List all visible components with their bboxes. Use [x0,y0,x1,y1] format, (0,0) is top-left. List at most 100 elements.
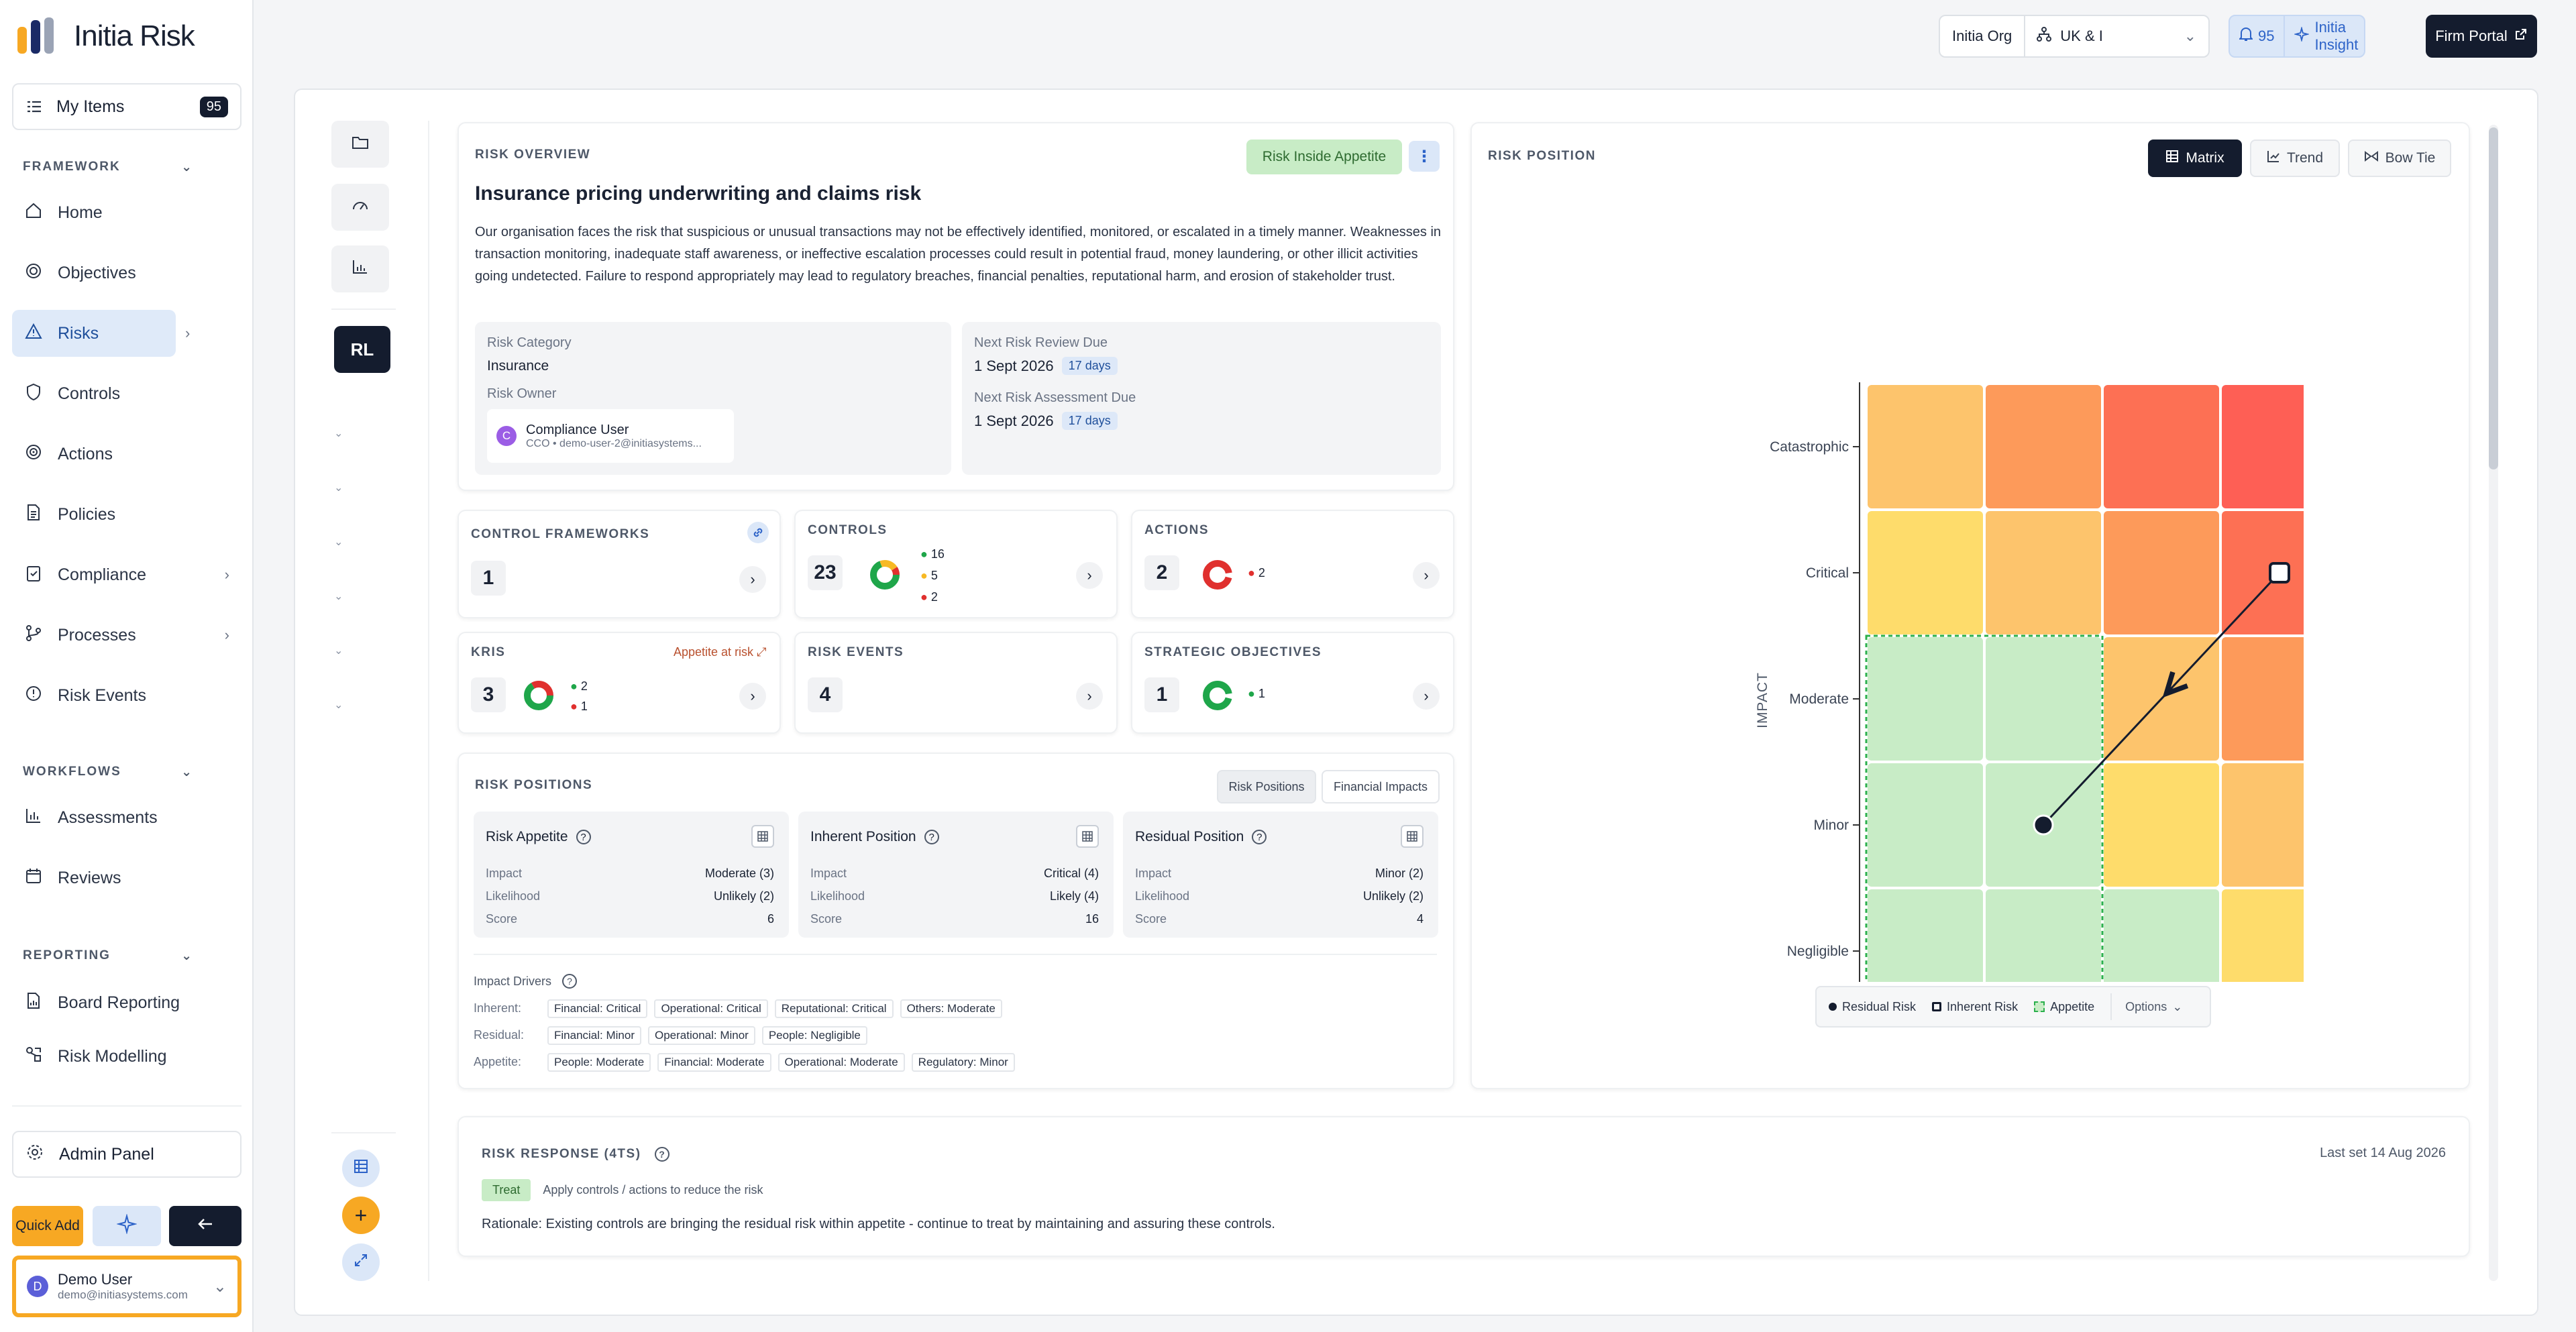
sparkle-icon [116,1213,138,1239]
actions-card[interactable]: ACTIONS 2 ● 2 › [1131,510,1454,618]
chevron-right-icon[interactable]: › [739,683,766,710]
last-set-date: Last set 14 Aug 2026 [2320,1146,2446,1160]
help-icon[interactable]: ? [924,830,939,844]
control-frameworks-card[interactable]: CONTROL FRAMEWORKS 1 › [458,510,781,618]
more-options-button[interactable]: ⋮ [1409,141,1440,172]
sidebar-item-processes[interactable]: Processes › [12,612,241,659]
expand-icon: ⤢ [757,645,767,659]
chevron-right-icon[interactable]: › [739,566,766,593]
rail-grid-button[interactable] [342,1150,380,1187]
tab-financial-impacts[interactable]: Financial Impacts [1322,770,1440,803]
help-icon[interactable]: ? [576,830,591,844]
sidebar-item-reviews[interactable]: Reviews [12,854,241,901]
kris-green-count: ● 2 [570,679,588,693]
tab-risk-positions[interactable]: Risk Positions [1217,770,1316,803]
sidebar-item-policies[interactable]: Policies [12,491,241,538]
matrix-cell [1986,637,2101,761]
appetite-at-risk-link[interactable]: Appetite at risk ⤢ [674,645,767,659]
controls-amber-count: ● 5 [920,569,938,582]
my-items-count-badge: 95 [199,96,228,117]
avatar: D [27,1276,48,1297]
control-frameworks-label: CONTROL FRAMEWORKS [471,527,650,541]
org-selector[interactable]: Initia Org UK & I ⌄ [1939,15,2210,58]
table-icon[interactable] [1076,825,1099,848]
my-items-button[interactable]: My Items 95 [12,83,241,130]
collapse-sidebar-button[interactable] [169,1206,241,1246]
bell-icon [2238,27,2254,46]
link-icon[interactable] [747,522,769,543]
score-label: Score [810,912,843,926]
help-icon[interactable]: ? [562,974,578,989]
sidebar-item-compliance[interactable]: Compliance › [12,551,241,598]
chevron-right-icon[interactable]: › [1413,683,1440,710]
risk-events-card[interactable]: RISK EVENTS 4 › [794,632,1118,734]
section-reporting[interactable]: REPORTING ⌄ [23,948,193,963]
table-icon[interactable] [751,825,774,848]
quick-add-button[interactable]: Quick Add [12,1206,83,1246]
kris-card[interactable]: KRIS Appetite at risk ⤢ 3 ● 2 ● 1 › [458,632,781,734]
sidebar-item-risk-modelling[interactable]: Risk Modelling [12,1033,241,1080]
sidebar-item-risk-events[interactable]: Risk Events [12,672,241,719]
residual-impact-value: Minor (2) [1375,867,1424,880]
insight-button[interactable]: Initia Insight [2285,19,2367,54]
clipboard-icon [24,563,43,587]
review-due-date: 1 Sept 2026 [974,357,1054,374]
tab-matrix[interactable]: Matrix [2148,140,2242,177]
rail-gauge-button[interactable] [331,184,389,231]
sidebar-item-assessments[interactable]: Assessments [12,794,241,841]
section-workflows[interactable]: WORKFLOWS ⌄ [23,765,193,779]
help-icon[interactable]: ? [654,1147,669,1162]
chevron-right-icon[interactable]: › [1076,562,1103,589]
inherent-position-panel: Inherent Position? Impact Critical (4) Li… [798,812,1114,938]
sidebar-item-board-reporting[interactable]: Board Reporting [12,979,241,1026]
impact-label: Impact [810,867,847,880]
rail-divider-bottom [331,1132,396,1133]
alert-circle-icon [24,684,43,708]
insight-sparkle-button[interactable] [93,1206,161,1246]
sidebar-item-controls[interactable]: Controls [12,370,241,417]
scrollbar-track[interactable] [2489,125,2498,1281]
rail-chart-button[interactable] [331,245,389,292]
review-due-label: Next Risk Review Due [974,335,1108,350]
sidebar-item-home[interactable]: Home [12,189,241,236]
chevron-right-icon[interactable]: › [1413,562,1440,589]
tab-trend[interactable]: Trend [2250,140,2340,177]
rail-add-button[interactable]: + [342,1197,380,1234]
sidebar-item-actions[interactable]: Actions [12,431,241,478]
due-dates-panel: Next Risk Review Due 1 Sept 2026 17 days… [962,322,1441,475]
section-framework[interactable]: FRAMEWORK ⌄ [23,160,193,174]
notifications-button[interactable]: 95 [2230,16,2286,56]
admin-panel-button[interactable]: Admin Panel [12,1131,241,1178]
rail-collapsed-items[interactable]: ⌄ ⌄ ⌄ ⌄ ⌄ ⌄ [334,428,343,711]
firm-portal-button[interactable]: Firm Portal [2426,15,2537,58]
inherent-score-value: 16 [1085,912,1099,926]
appetite-impact-value: Moderate (3) [704,867,774,880]
chevron-right-icon[interactable]: › [185,325,191,341]
tab-bow-tie[interactable]: Bow Tie [2348,140,2451,177]
risk-matrix-chart: Catastrophic Critical Moderate Minor Negligi… [1755,382,2304,982]
owner-name: Compliance User [526,422,629,437]
sidebar-item-risks[interactable]: Risks [12,310,176,357]
user-menu[interactable]: D Demo User demo@initiasystems.com ⌄ [12,1256,241,1317]
app-logo[interactable]: Initia Risk [17,17,195,55]
strategic-objectives-card[interactable]: STRATEGIC OBJECTIVES 1 ● 1 › [1131,632,1454,734]
report-icon [24,991,43,1015]
score-label: Score [1135,912,1167,926]
help-icon[interactable]: ? [1252,830,1267,844]
chevron-right-icon[interactable]: › [1076,683,1103,710]
strategic-objectives-count: 1 [1144,677,1179,712]
legend-options-dropdown[interactable]: Options ⌄ [2125,999,2183,1013]
gear-icon [25,1143,44,1166]
table-icon [353,1158,369,1179]
controls-card[interactable]: CONTROLS 23 ● 16 ● 5 ● 2 › [794,510,1118,618]
table-icon[interactable] [1401,825,1424,848]
rail-folder-button[interactable] [331,121,389,168]
modelling-icon [24,1045,43,1068]
rail-initials-avatar[interactable]: RL [334,326,390,373]
residual-likelihood-value: Unlikely (2) [1362,889,1424,903]
scrollbar-thumb[interactable] [2489,127,2498,469]
sidebar-item-objectives[interactable]: Objectives [12,249,241,296]
rail-expand-button[interactable] [342,1243,380,1281]
owner-chip[interactable]: C Compliance User CCO • demo-user-2@init… [487,409,734,463]
document-icon [24,503,43,526]
